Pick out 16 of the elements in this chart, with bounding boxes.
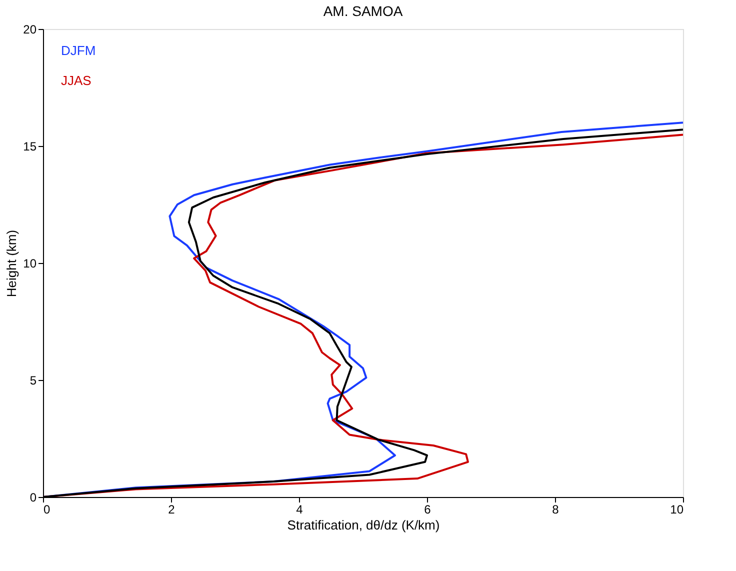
y-tick-label: 10 <box>23 256 37 270</box>
text: DJFM <box>61 43 96 58</box>
y-tick-label: 15 <box>23 140 37 154</box>
x-tick-label: 8 <box>552 502 560 516</box>
y-tick-label: 5 <box>30 374 37 388</box>
text: JJAS <box>61 73 92 88</box>
x-tick-label: 2 <box>168 502 176 516</box>
y-tick-label: 0 <box>30 490 37 504</box>
y-axis-title: Height (km) <box>4 230 20 298</box>
x-tick-label: 10 <box>670 502 684 516</box>
x-axis-title: Stratification, dθ/dz (K/km) <box>287 518 440 532</box>
x-tick-label: 4 <box>296 502 304 516</box>
chart-title: AM. SAMOA <box>323 3 404 19</box>
x-tick-label: 0 <box>44 502 50 516</box>
x-tick-label: 6 <box>424 502 432 516</box>
y-tick-label: 20 <box>23 22 37 36</box>
